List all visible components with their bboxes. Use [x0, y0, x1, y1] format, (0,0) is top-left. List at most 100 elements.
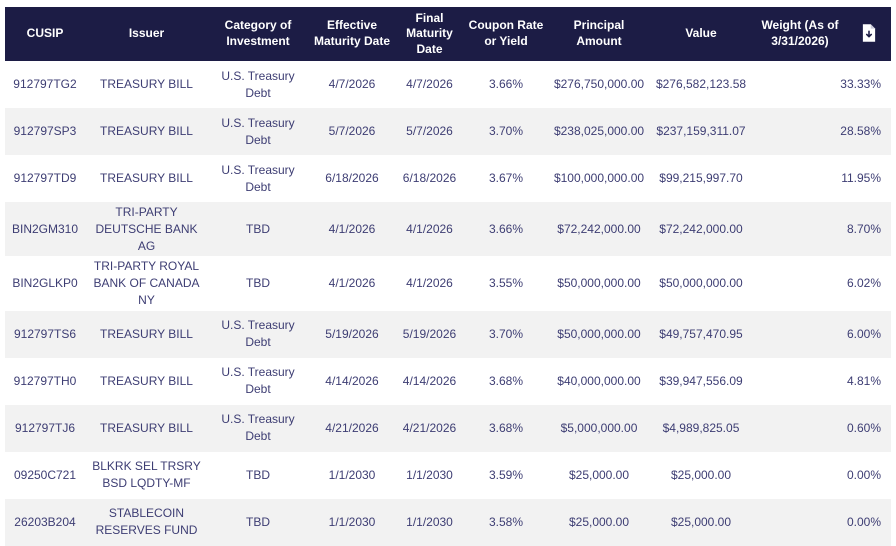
cell-effective-maturity: 4/14/2026 — [325, 373, 379, 388]
cell-weight: 4.81% — [846, 373, 881, 388]
cell-value: $50,000,000.00 — [659, 276, 743, 291]
file-download-icon — [862, 23, 876, 42]
cell-category: TBD — [246, 276, 270, 291]
cell-value: $39,947,556.09 — [659, 373, 743, 388]
col-header-coupon: Coupon Rate or Yield — [463, 7, 549, 61]
cell-value: $49,757,470.95 — [659, 326, 743, 341]
col-header-principal: Principal Amount — [549, 7, 649, 61]
cell-coupon: 3.68% — [488, 420, 524, 435]
cell-category: U.S. Treasury Debt — [221, 68, 295, 100]
col-header-export — [847, 7, 891, 61]
cell-weight: 6.02% — [846, 276, 881, 291]
cell-final-maturity: 4/1/2026 — [406, 276, 453, 291]
table-body: 912797TG2 TREASURY BILL U.S. Treasury Debt… — [5, 61, 891, 546]
cell-cusip: 912797TJ6 — [14, 420, 76, 435]
cell-coupon: 3.70% — [488, 326, 524, 341]
cell-value: $99,215,997.70 — [659, 171, 743, 186]
cell-cusip: 26203B204 — [14, 514, 76, 529]
cell-category: U.S. Treasury Debt — [221, 318, 295, 350]
cell-weight: 28.58% — [840, 124, 881, 139]
cell-cusip: 912797SP3 — [13, 124, 77, 139]
cell-principal: $72,242,000.00 — [557, 221, 641, 236]
cell-value: $237,159,311.07 — [656, 124, 746, 139]
cell-weight: 0.00% — [846, 467, 881, 482]
cell-weight: 0.00% — [846, 514, 881, 529]
cell-final-maturity: 5/7/2026 — [406, 124, 453, 139]
cell-cusip: 912797TD9 — [13, 171, 77, 186]
cell-coupon: 3.67% — [488, 171, 524, 186]
holdings-table-container: CUSIP Issuer Category of Investment Effe… — [5, 7, 891, 546]
cell-value: $276,582,123.58 — [655, 77, 747, 92]
cell-category: U.S. Treasury Debt — [221, 365, 295, 397]
cell-cusip: BIN2GLKP0 — [12, 276, 78, 291]
cell-principal: $50,000,000.00 — [557, 276, 641, 291]
cell-cusip: 912797TS6 — [13, 326, 77, 341]
cell-effective-maturity: 4/1/2026 — [328, 221, 376, 236]
table-row: 09250C721 BLKRK SEL TRSRY BSD LQDTY-MF TBD… — [5, 451, 891, 499]
table-row: 912797SP3 TREASURY BILL U.S. Treasury Debt… — [5, 108, 891, 155]
cell-weight: 0.60% — [846, 420, 881, 435]
cell-principal: $238,025,000.00 — [553, 124, 645, 139]
cell-final-maturity: 6/18/2026 — [402, 171, 457, 186]
header-row: CUSIP Issuer Category of Investment Effe… — [5, 7, 891, 61]
cell-final-maturity: 4/7/2026 — [406, 77, 453, 92]
cell-effective-maturity: 4/21/2026 — [325, 420, 379, 435]
cell-value: $4,989,825.05 — [662, 420, 740, 435]
table-row: 912797TH0 TREASURY BILL U.S. Treasury Debt… — [5, 357, 891, 405]
cell-cusip: 09250C721 — [13, 467, 77, 482]
cell-issuer: TREASURY BILL — [100, 326, 193, 341]
cell-issuer: TREASURY BILL — [100, 420, 193, 435]
table-row: 26203B204 STABLECOIN RESERVES FUND TBD 1/1/… — [5, 498, 891, 546]
cell-principal: $25,000.00 — [568, 514, 630, 529]
cell-principal: $50,000,000.00 — [557, 326, 641, 341]
cell-final-maturity: 5/19/2026 — [402, 326, 457, 341]
col-header-final-maturity: Final Maturity Date — [396, 7, 463, 61]
cell-weight: 11.95% — [841, 171, 881, 186]
cell-final-maturity: 1/1/2030 — [406, 467, 453, 482]
table-row: 912797TD9 TREASURY BILL U.S. Treasury Debt… — [5, 155, 891, 202]
table-header: CUSIP Issuer Category of Investment Effe… — [5, 7, 891, 61]
cell-category: U.S. Treasury Debt — [221, 162, 295, 194]
cell-cusip: BIN2GM310 — [11, 221, 79, 236]
cell-cusip: 912797TH0 — [13, 373, 77, 388]
cell-issuer: TREASURY BILL — [100, 171, 193, 186]
cell-weight: 6.00% — [846, 326, 881, 341]
cell-coupon: 3.59% — [488, 467, 524, 482]
export-button[interactable] — [860, 22, 878, 44]
cell-category: U.S. Treasury Debt — [221, 115, 295, 147]
cell-weight: 33.33% — [840, 77, 881, 92]
cell-category: TBD — [246, 221, 270, 236]
cell-category: TBD — [246, 514, 270, 529]
col-header-effective-maturity: Effective Maturity Date — [308, 7, 396, 61]
cell-coupon: 3.58% — [488, 514, 524, 529]
cell-issuer: TREASURY BILL — [100, 124, 193, 139]
cell-final-maturity: 4/1/2026 — [406, 221, 453, 236]
cell-final-maturity: 4/21/2026 — [402, 420, 457, 435]
col-header-category: Category of Investment — [208, 7, 308, 61]
cell-effective-maturity: 5/7/2026 — [328, 124, 376, 139]
cell-coupon: 3.66% — [488, 77, 524, 92]
table-row: 912797TG2 TREASURY BILL U.S. Treasury Debt… — [5, 61, 891, 108]
holdings-table: CUSIP Issuer Category of Investment Effe… — [5, 7, 891, 546]
cell-coupon: 3.70% — [488, 124, 524, 139]
cell-principal: $5,000,000.00 — [560, 420, 638, 435]
cell-effective-maturity: 1/1/2030 — [328, 514, 376, 529]
cell-final-maturity: 1/1/2030 — [406, 514, 453, 529]
cell-final-maturity: 4/14/2026 — [402, 373, 457, 388]
cell-principal: $100,000,000.00 — [553, 171, 645, 186]
cell-category: TBD — [246, 467, 270, 482]
cell-principal: $40,000,000.00 — [557, 373, 641, 388]
table-row: 912797TS6 TREASURY BILL U.S. Treasury Debt… — [5, 310, 891, 358]
cell-issuer: TREASURY BILL — [100, 77, 193, 92]
table-row: 912797TJ6 TREASURY BILL U.S. Treasury Debt… — [5, 404, 891, 452]
cell-coupon: 3.66% — [488, 221, 524, 236]
cell-issuer: STABLECOIN RESERVES FUND — [95, 506, 198, 538]
cell-effective-maturity: 5/19/2026 — [325, 326, 379, 341]
cell-effective-maturity: 1/1/2030 — [328, 467, 376, 482]
table-row: BIN2GM310 TRI-PARTY DEUTSCHE BANK AG TBD 4/… — [5, 202, 891, 257]
cell-issuer: TRI-PARTY DEUTSCHE BANK AG — [95, 205, 198, 253]
cell-value: $25,000.00 — [670, 467, 732, 482]
cell-value: $25,000.00 — [670, 514, 732, 529]
col-header-value: Value — [649, 7, 753, 61]
cell-coupon: 3.68% — [488, 373, 524, 388]
